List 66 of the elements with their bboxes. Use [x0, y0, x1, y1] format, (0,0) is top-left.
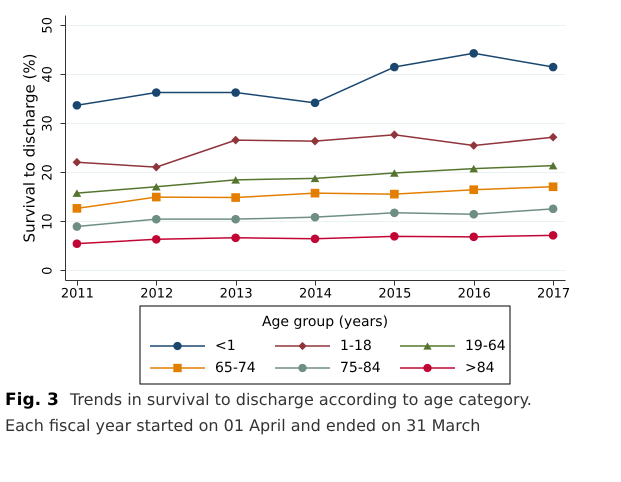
point [72, 100, 82, 110]
point [310, 174, 320, 182]
text: Trends in survival to discharge according to age category. [69, 390, 532, 409]
text: Each fiscal year started on 01 April and ended on 31 March [5, 416, 480, 435]
y-tick-label: 30 [40, 115, 56, 132]
point [469, 48, 478, 58]
point [390, 190, 399, 198]
point [72, 222, 82, 231]
point [310, 234, 320, 244]
point [390, 62, 399, 72]
point [310, 136, 320, 146]
point [231, 136, 240, 144]
point [548, 231, 558, 240]
point [152, 162, 161, 172]
y-axis-title: Survival to discharge (%) [20, 54, 38, 242]
point [390, 169, 399, 177]
point [548, 162, 558, 170]
x-tick-label: 2015 [378, 286, 412, 302]
point [152, 214, 161, 224]
y-tick-label: 10 [40, 213, 56, 230]
point [390, 232, 399, 241]
x-tick-label: 2017 [537, 286, 570, 302]
point [231, 193, 240, 202]
point [72, 158, 82, 167]
x-tick-label: 2014 [298, 286, 332, 302]
y-tick-label: 40 [40, 66, 56, 83]
point [310, 188, 320, 198]
point [548, 132, 558, 142]
legend-label: 19-64 [465, 338, 506, 354]
point [231, 214, 240, 224]
point [310, 212, 320, 222]
y-tick-label: 0 [40, 266, 56, 275]
y-tick-label: 20 [40, 164, 56, 181]
point [469, 210, 478, 219]
caption: Fig. 3 [5, 390, 59, 410]
point [469, 164, 478, 172]
point [390, 208, 399, 218]
legend-label: >84 [465, 360, 495, 376]
x-tick-label: 2013 [220, 286, 253, 302]
y-tick-label: 50 [40, 17, 56, 34]
point [548, 62, 558, 72]
point [72, 189, 82, 197]
point [152, 183, 161, 191]
point [390, 130, 399, 140]
legend-label: 75-84 [340, 360, 381, 376]
point [231, 233, 240, 242]
x-tick-label: 2011 [60, 286, 94, 302]
legend-label: 1-18 [340, 338, 372, 354]
point [152, 88, 161, 97]
point [548, 204, 558, 214]
point [231, 88, 240, 97]
point [469, 141, 478, 150]
point [469, 232, 478, 242]
legend-title: Age group (years) [262, 314, 388, 330]
point [72, 239, 82, 248]
point [231, 176, 240, 184]
point [152, 234, 161, 244]
point [72, 204, 82, 213]
point [469, 185, 478, 194]
legend-label: <1 [215, 338, 236, 354]
x-tick-label: 2016 [458, 286, 491, 302]
point [548, 182, 558, 192]
point [310, 98, 320, 108]
x-tick-label: 2012 [140, 286, 174, 302]
legend-label: 65-74 [215, 360, 256, 376]
point [152, 192, 161, 202]
